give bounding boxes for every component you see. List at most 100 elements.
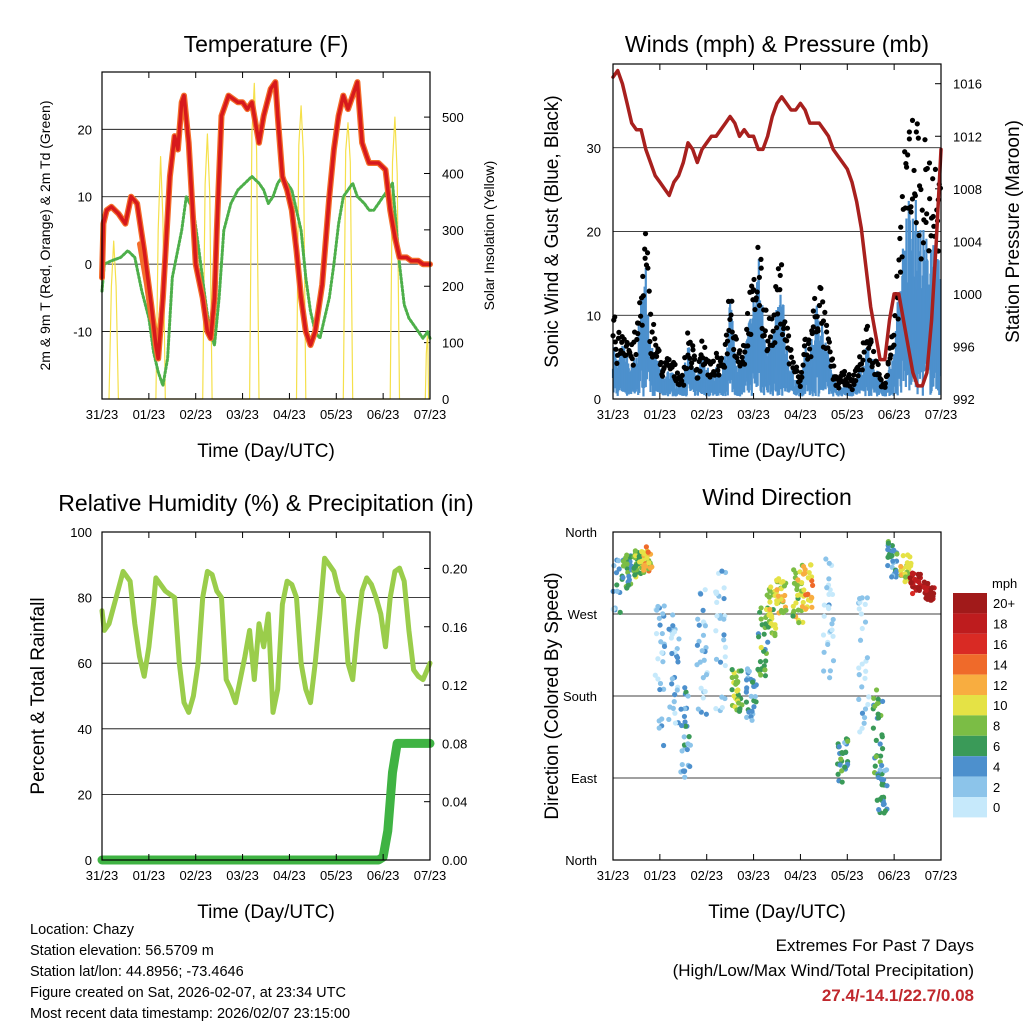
gust-point xyxy=(909,117,916,123)
direction-point xyxy=(826,591,832,597)
latlon-text: Station lat/lon: 44.8956; -73.4646 xyxy=(30,964,244,980)
direction-point xyxy=(910,571,916,577)
direction-point xyxy=(862,706,869,712)
x-tick-label: 02/23 xyxy=(179,407,212,422)
direction-point xyxy=(885,562,891,569)
direction-point xyxy=(721,585,727,591)
direction-point xyxy=(735,679,741,685)
direction-point xyxy=(744,714,750,720)
direction-point xyxy=(729,687,735,693)
y-tick-label: 30 xyxy=(587,141,601,156)
gust-point xyxy=(715,367,721,373)
direction-point xyxy=(615,558,622,564)
gust-point xyxy=(860,357,866,363)
gust-point xyxy=(656,348,662,354)
y-tick-label-right: 300 xyxy=(442,223,464,238)
y-tick-label-right: 500 xyxy=(442,110,464,125)
direction-point xyxy=(902,574,909,580)
gust-point xyxy=(826,339,832,345)
direction-point xyxy=(660,742,667,749)
direction-point xyxy=(681,734,687,740)
direction-point xyxy=(838,756,844,762)
direction-point xyxy=(866,694,872,700)
extremes-box: Extremes For Past 7 Days (High/Low/Max W… xyxy=(673,933,974,1008)
gust-point xyxy=(616,329,622,335)
direction-point xyxy=(908,579,914,586)
gust-point xyxy=(737,348,743,354)
extremes-title: Extremes For Past 7 Days xyxy=(775,936,974,955)
direction-point xyxy=(713,706,719,712)
direction-point xyxy=(773,625,779,631)
gust-point xyxy=(681,382,687,388)
direction-point xyxy=(644,555,650,561)
gust-point xyxy=(871,348,877,355)
direction-point xyxy=(721,637,727,643)
direction-point xyxy=(701,657,707,663)
y-tick-label-right: 0.16 xyxy=(442,620,467,635)
direction-point xyxy=(830,658,837,664)
y-tick-label-right: 0.12 xyxy=(442,678,467,693)
direction-point xyxy=(872,763,878,769)
gust-point xyxy=(755,244,761,250)
direction-point xyxy=(672,720,679,726)
x-axis-label: Time (Day/UTC) xyxy=(708,441,846,462)
direction-point xyxy=(674,687,680,693)
direction-point xyxy=(743,677,750,683)
direction-point xyxy=(687,763,693,770)
gust-point xyxy=(823,322,830,328)
gust-point xyxy=(794,368,800,374)
direction-point xyxy=(763,658,769,664)
gust-point xyxy=(810,308,816,314)
gust-point xyxy=(649,329,655,335)
direction-point xyxy=(729,674,735,681)
direction-point xyxy=(835,771,841,777)
legend-label: 10 xyxy=(993,698,1007,713)
direction-point xyxy=(862,601,868,607)
direction-point xyxy=(660,659,666,665)
direction-point xyxy=(624,585,630,591)
direction-point xyxy=(700,675,706,681)
gust-point xyxy=(640,293,646,299)
chart-panel-1: Temperature (F) Time (Day/UTC) 2m & 9m T (… xyxy=(37,31,497,462)
gust-point xyxy=(728,312,734,318)
legend-label: 16 xyxy=(993,637,1007,652)
created-text: Figure created on Sat, 2026-02-07, at 23… xyxy=(30,985,346,1001)
gust-point xyxy=(930,176,936,182)
direction-point xyxy=(859,710,866,716)
direction-point xyxy=(859,725,865,731)
gust-point xyxy=(624,341,630,347)
direction-point xyxy=(826,576,832,582)
direction-point xyxy=(768,620,774,627)
direction-point xyxy=(863,668,869,674)
x-tick-label: 03/23 xyxy=(737,407,770,422)
gust-point xyxy=(762,328,768,334)
direction-point xyxy=(682,774,688,780)
gust-point xyxy=(851,372,857,378)
direction-point xyxy=(659,716,665,722)
direction-point xyxy=(826,560,832,566)
direction-point xyxy=(842,764,848,770)
gust-point xyxy=(721,364,728,370)
gust-point xyxy=(672,361,678,368)
gust-point xyxy=(799,374,805,380)
direction-point xyxy=(928,589,934,595)
direction-point xyxy=(829,627,835,633)
gust-point xyxy=(857,354,863,360)
gust-point xyxy=(793,364,800,370)
y-axis-label-right: Station Pressure (Maroon) xyxy=(1003,120,1024,343)
direction-point xyxy=(722,644,729,650)
gust-point xyxy=(645,265,651,271)
gust-point xyxy=(691,356,698,362)
direction-point xyxy=(751,683,757,690)
direction-point xyxy=(700,695,706,701)
direction-point xyxy=(877,796,883,802)
direction-point xyxy=(702,623,708,629)
direction-point xyxy=(907,554,913,560)
direction-point xyxy=(830,616,836,623)
y-tick-label-right: 0.04 xyxy=(442,795,467,810)
chart-panel-3: Relative Humidity (%) & Precipitation (i… xyxy=(28,490,474,923)
direction-point xyxy=(858,611,864,617)
direction-point xyxy=(870,725,876,731)
gust-point xyxy=(808,354,814,360)
x-tick-label: 07/23 xyxy=(925,407,958,422)
